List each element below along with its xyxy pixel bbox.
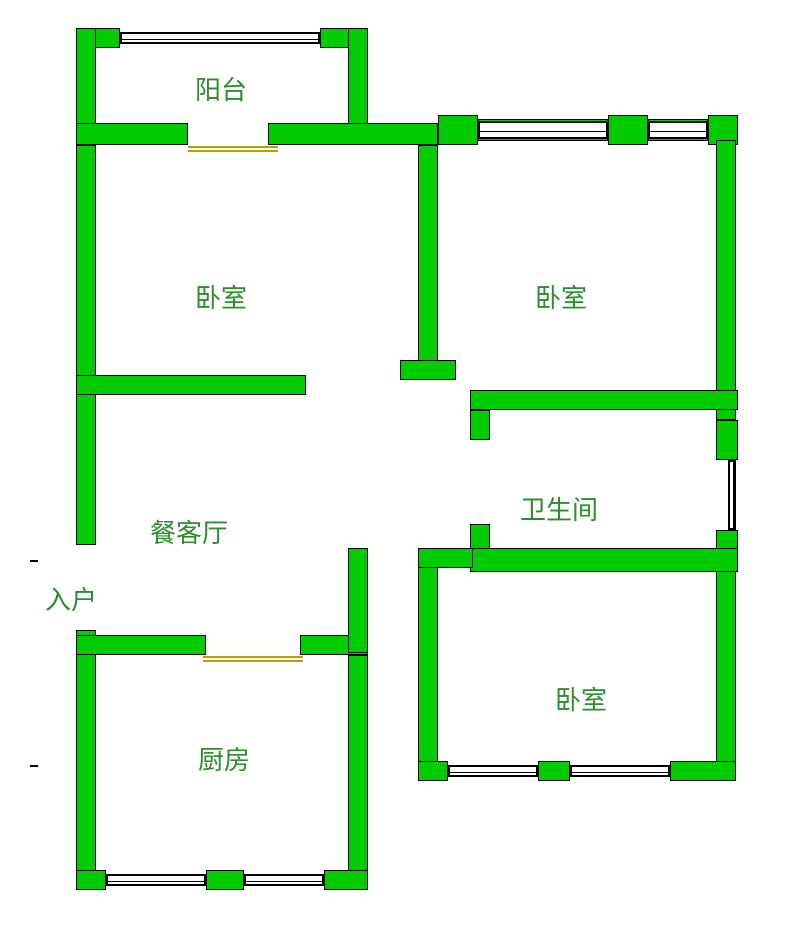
wall [716,420,738,460]
window [120,32,320,44]
door-line [203,656,303,658]
window [106,874,206,886]
wall [76,630,96,890]
floor-plan: 阳台卧室卧室卫生间餐客厅入户卧室厨房 [0,0,801,927]
window [570,765,670,777]
wall [76,635,206,655]
wall [76,870,106,890]
door-line [203,660,303,662]
door-line [188,146,278,148]
margin-tick [30,765,38,767]
wall [76,145,96,545]
margin-tick [30,560,38,562]
wall [348,655,368,887]
wall [470,410,490,440]
label-bedroom2: 卧室 [535,278,587,315]
wall [470,390,738,410]
wall [418,761,448,781]
label-bedroom1: 卧室 [195,278,247,315]
wall [670,761,736,781]
wall [470,548,738,572]
window [478,121,608,139]
window [728,460,736,530]
wall [418,548,473,568]
label-living: 餐客厅 [150,513,228,550]
window [448,765,538,777]
wall [438,115,478,145]
wall [76,375,306,395]
wall [268,123,438,145]
window [648,121,708,139]
door-line [188,150,278,152]
wall [400,360,456,380]
label-balcony: 阳台 [195,70,247,107]
label-bathroom: 卫生间 [520,490,598,527]
label-kitchen: 厨房 [198,740,250,777]
wall [206,870,244,890]
wall [348,28,368,128]
wall [324,870,368,890]
wall [76,123,188,145]
wall [418,145,438,375]
window [244,874,324,886]
wall [716,570,736,770]
wall [348,548,368,653]
wall [538,761,570,781]
label-entry: 入户 [45,580,97,617]
wall [418,548,438,770]
label-bedroom3: 卧室 [555,680,607,717]
wall [76,28,96,128]
wall [716,140,736,420]
wall [608,115,648,145]
